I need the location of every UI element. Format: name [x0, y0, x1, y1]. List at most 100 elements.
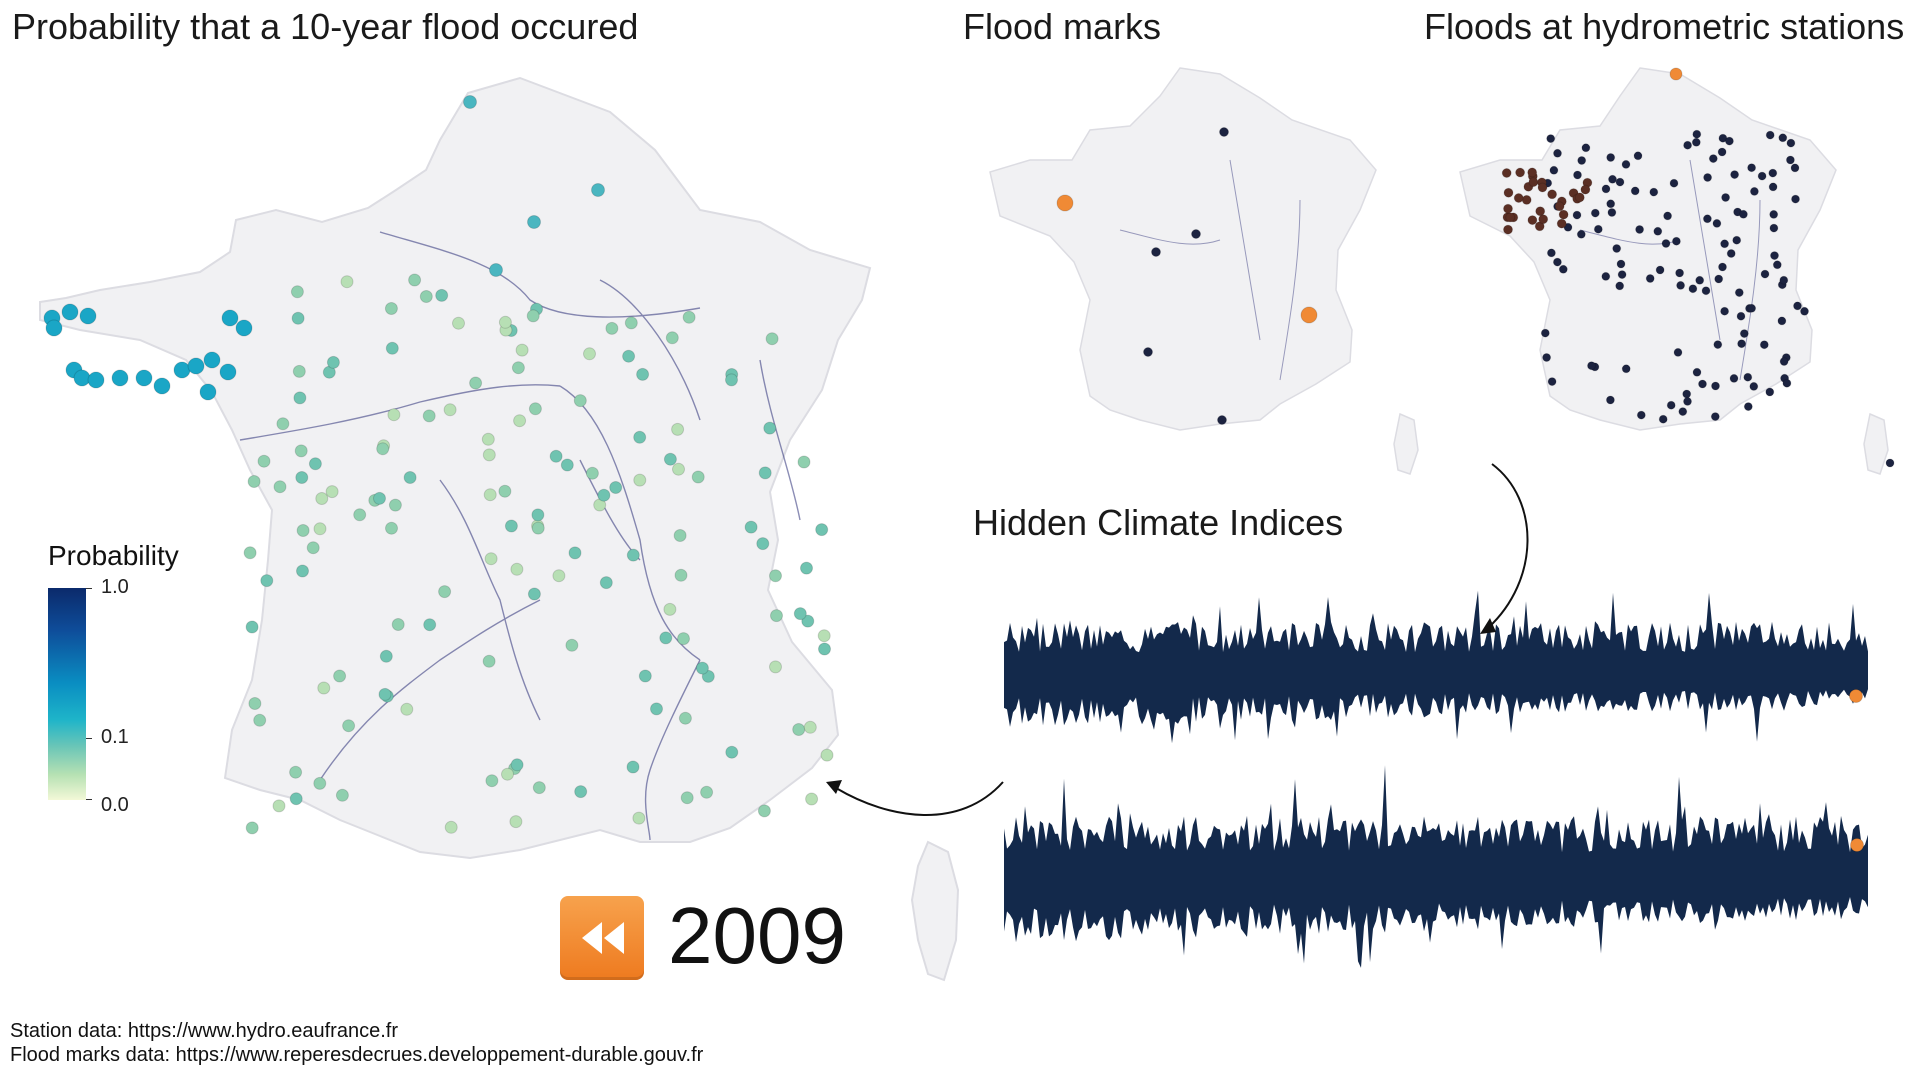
station-flood-dot	[1692, 367, 1702, 377]
station-dot	[408, 273, 422, 287]
station-flood-dot	[1547, 377, 1557, 387]
station-flood-dot	[1505, 212, 1516, 223]
rewind-button[interactable]	[560, 896, 644, 980]
station-dot	[803, 720, 817, 734]
station-flood-dot	[1621, 159, 1631, 169]
station-dot	[531, 508, 545, 522]
station-dot	[293, 391, 307, 405]
station-dot	[527, 587, 541, 601]
station-flood-dot	[1759, 340, 1769, 350]
station-dot	[308, 457, 322, 471]
station-dot	[531, 521, 545, 535]
station-flood-dot	[1734, 288, 1744, 298]
station-flood-dot	[1556, 218, 1567, 229]
station-flood-dot	[1581, 143, 1591, 153]
corsica-small	[1393, 412, 1419, 475]
station-dot	[443, 403, 457, 417]
station-dot	[801, 614, 815, 628]
legend-tick-mark	[86, 588, 92, 589]
station-flood-dot	[1546, 248, 1556, 258]
station-dot	[469, 376, 483, 390]
flood-mark-dot-highlight	[1056, 194, 1074, 212]
station-dot	[633, 473, 647, 487]
station-dot	[509, 815, 523, 829]
station-dot	[605, 321, 619, 335]
station-flood-dot	[1712, 218, 1722, 228]
station-flood-dot	[1717, 147, 1727, 157]
station-dot	[680, 791, 694, 805]
station-dot	[626, 548, 640, 562]
station-dot	[353, 508, 367, 522]
station-dot	[482, 654, 496, 668]
station-flood-dot	[1558, 209, 1569, 220]
station-dot	[624, 316, 638, 330]
station-flood-dot	[1528, 177, 1539, 188]
station-dot	[484, 552, 498, 566]
station-flood-dot	[1576, 229, 1586, 239]
station-flood-dot	[1606, 199, 1616, 209]
station-flood-dot	[1708, 154, 1718, 164]
station-flood-dot	[1772, 260, 1782, 270]
station-flood-dot	[1713, 340, 1723, 350]
station-dot	[385, 521, 398, 535]
station-dot	[340, 275, 354, 289]
station-dot	[526, 309, 540, 323]
station-dot	[758, 466, 772, 480]
legend-tick-0-1: 0.1	[101, 726, 129, 748]
station-flood-dot	[1501, 168, 1512, 178]
station-flood-dot	[1765, 387, 1775, 397]
station-dot	[153, 377, 171, 395]
station-flood-dot	[1790, 163, 1800, 173]
station-flood-dot	[1542, 353, 1552, 362]
station-dot	[591, 183, 605, 197]
station-dot	[378, 687, 392, 701]
corsica-main	[910, 840, 960, 982]
station-dot	[245, 620, 259, 634]
station-dot	[444, 820, 458, 834]
arrow-head	[1480, 618, 1496, 634]
station-flood-dot	[1549, 165, 1559, 175]
station-flood-dot	[1720, 306, 1730, 316]
station-flood-dot	[1683, 140, 1693, 150]
station-flood-dot	[1702, 214, 1712, 224]
station-dot	[45, 319, 63, 337]
station-flood-dot	[1535, 206, 1546, 217]
station-dot	[560, 458, 574, 472]
legend-tick-mark	[86, 738, 92, 739]
legend-colorbar	[48, 588, 86, 800]
station-dot	[273, 480, 287, 494]
station-flood-dot	[1769, 223, 1779, 233]
station-dot	[700, 785, 714, 799]
station-flood-dot	[1760, 269, 1770, 279]
station-dot	[633, 430, 647, 444]
series-highlight	[1849, 689, 1863, 703]
station-flood-dot	[1786, 138, 1796, 148]
station-dot	[510, 758, 524, 772]
station-dot	[513, 414, 527, 428]
station-dot	[326, 355, 340, 369]
river-network-small	[1579, 159, 1761, 381]
station-flood-dot	[1778, 133, 1788, 143]
station-flood-dot	[1554, 201, 1565, 212]
station-dot	[744, 520, 758, 534]
station-dot	[636, 367, 650, 381]
station-dot	[438, 585, 452, 599]
station-dot	[532, 781, 546, 795]
station-flood-dot	[1553, 148, 1562, 158]
station-flood-dot	[1737, 339, 1747, 349]
station-flood-dot	[1558, 264, 1568, 274]
station-dot	[260, 574, 274, 588]
station-dot	[333, 669, 347, 683]
flood-mark-dot-highlight	[1300, 306, 1318, 324]
station-flood-dot	[1739, 329, 1749, 339]
year-label: 2009	[668, 891, 846, 980]
station-dot	[515, 343, 529, 357]
station-flood-dot	[1678, 407, 1688, 417]
station-dot	[498, 484, 512, 498]
station-flood-dot	[1503, 203, 1513, 214]
station-dot	[313, 522, 327, 536]
station-flood-dot	[1710, 412, 1720, 422]
station-dot	[552, 569, 566, 583]
